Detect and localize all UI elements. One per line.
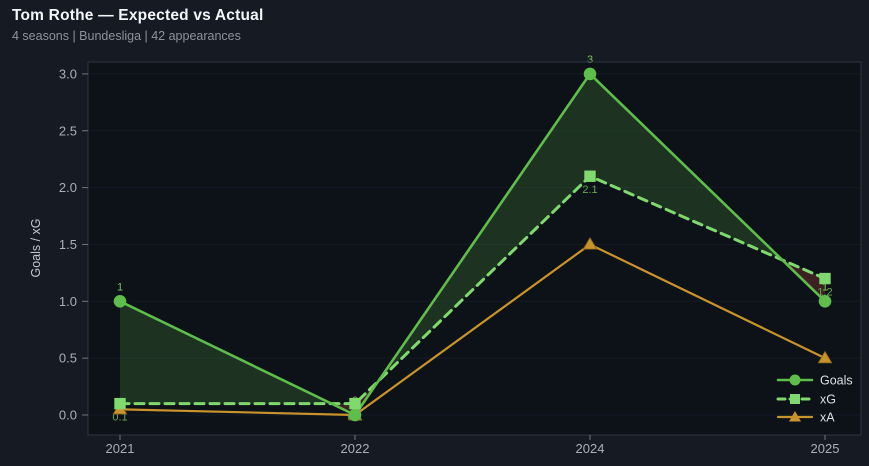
xg-marker — [584, 170, 596, 182]
plot-border — [87, 61, 862, 436]
legend-item-xa: xA — [776, 411, 835, 425]
xg-marker — [349, 397, 361, 410]
fill-overperformance — [378, 73, 783, 381]
y-tick-label: 1.0 — [59, 294, 77, 309]
xg-data-label: 1.2 — [817, 287, 832, 299]
y-tick-label: 0.0 — [59, 408, 77, 423]
goals-data-label: 3 — [587, 54, 593, 66]
y-tick-label: 1.5 — [59, 237, 77, 252]
x-tick-label: 2025 — [811, 441, 840, 456]
xa-line — [118, 243, 827, 417]
page-title: Tom Rothe — Expected vs Actual — [12, 7, 264, 24]
page-subtitle: 4 seasons | Bundesliga | 42 appearances — [12, 29, 241, 43]
fill-underperformance — [331, 380, 379, 415]
xg-line — [118, 174, 827, 406]
y-tick-label: 2.5 — [59, 123, 77, 138]
x-tick-label: 2022 — [341, 441, 370, 456]
xa-marker — [582, 236, 598, 250]
legend-label: Goals — [820, 374, 853, 388]
legend-item-xg: xG — [776, 393, 836, 407]
y-tick-label: 2.0 — [59, 180, 77, 195]
legend-square-icon — [790, 394, 800, 404]
legend-circle-icon — [789, 374, 801, 386]
xg-marker — [819, 272, 831, 285]
legend-triangle-icon — [789, 411, 801, 422]
goals-marker — [113, 295, 127, 308]
y-tick-label: 3.0 — [59, 66, 77, 81]
legend-item-goals: Goals — [776, 374, 853, 388]
xg-data-label: 0.1 — [112, 412, 127, 424]
y-axis-label: Goals / xG — [29, 218, 43, 277]
goals-marker — [818, 295, 832, 308]
xg-data-label: 2.1 — [582, 184, 597, 196]
goals-data-label: 1 — [117, 281, 123, 293]
goals-marker — [348, 408, 362, 422]
chart-header: Tom Rothe — Expected vs Actual 4 seasons… — [12, 7, 263, 43]
x-tick-label: 2021 — [106, 441, 135, 456]
xg-marker — [114, 397, 126, 410]
goals-data-label: 1 — [822, 281, 828, 293]
legend-label: xG — [820, 393, 836, 407]
xa-marker — [817, 350, 833, 364]
legend-label: xA — [820, 411, 835, 425]
goals-line — [118, 72, 827, 417]
x-tick-label: 2024 — [576, 441, 605, 456]
goals-marker — [583, 67, 597, 81]
y-tick-label: 0.5 — [59, 351, 77, 366]
plot-area — [88, 62, 861, 435]
